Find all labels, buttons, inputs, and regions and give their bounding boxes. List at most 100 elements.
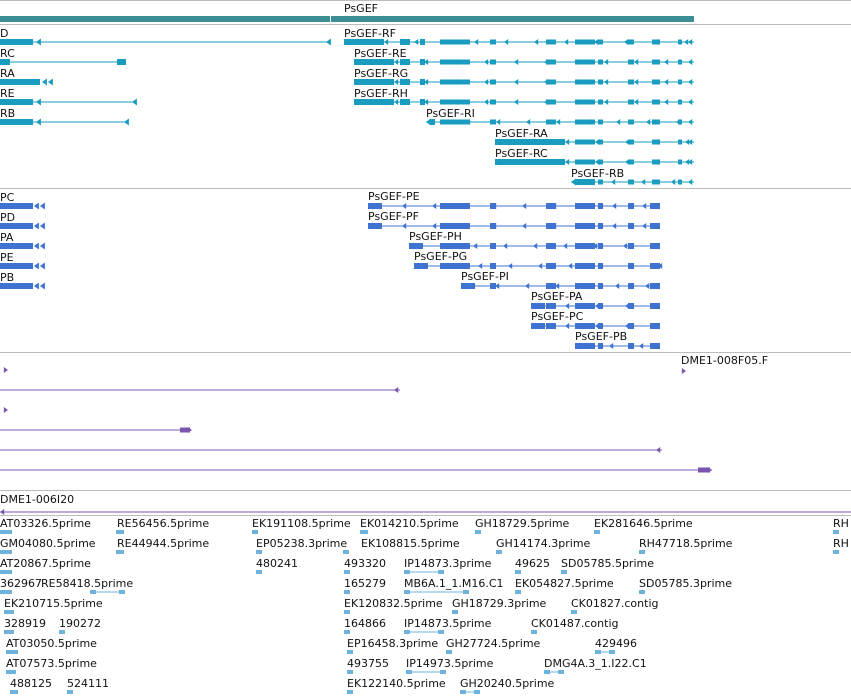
exon-box[interactable] (575, 59, 595, 65)
strand-arrow[interactable] (544, 59, 549, 65)
exon-box[interactable] (575, 303, 595, 309)
est-label[interactable]: SD05785.3prime (639, 577, 732, 590)
exon-box[interactable] (575, 119, 595, 125)
est-label[interactable]: RH (833, 517, 849, 530)
exon-box[interactable] (0, 39, 33, 45)
strand-arrow[interactable] (531, 302, 536, 310)
strand-arrow[interactable] (625, 323, 630, 329)
exon-box[interactable] (546, 59, 556, 65)
strand-arrow[interactable] (625, 159, 630, 165)
exon-box[interactable] (4, 610, 14, 614)
strand-arrow[interactable] (514, 79, 519, 85)
strand-arrow[interactable] (656, 447, 661, 453)
est-label[interactable]: EP05238.3prime (256, 537, 348, 550)
transcript-label[interactable]: PsGEF-RB (571, 167, 625, 180)
exon-box[interactable] (652, 79, 660, 85)
exon-box[interactable] (344, 39, 384, 45)
strand-arrow[interactable] (424, 79, 429, 85)
strand-arrow[interactable] (634, 59, 639, 65)
exon-box[interactable] (465, 59, 470, 65)
strand-arrow[interactable] (641, 179, 646, 185)
est-label[interactable]: 524111 (67, 677, 109, 690)
est-label[interactable]: GH27724.5prime (446, 637, 541, 650)
strand-arrow[interactable] (582, 223, 587, 229)
est-label[interactable]: AT03050.5prime (6, 637, 97, 650)
strand-arrow[interactable] (655, 159, 660, 165)
strand-arrow[interactable] (688, 159, 693, 165)
exon-box[interactable] (0, 223, 33, 229)
strand-arrow[interactable] (664, 59, 669, 65)
exon-box[interactable] (490, 263, 496, 269)
strand-arrow[interactable] (3, 367, 8, 373)
strand-arrow[interactable] (544, 669, 548, 675)
strand-arrow[interactable] (552, 223, 557, 229)
exon-box[interactable] (490, 99, 496, 105)
strand-arrow[interactable] (671, 179, 676, 185)
strand-arrow[interactable] (616, 119, 621, 125)
strand-arrow[interactable] (604, 59, 609, 65)
strand-arrow[interactable] (565, 159, 570, 165)
exon-box[interactable] (652, 179, 660, 185)
exon-box[interactable] (490, 39, 496, 45)
exon-box[interactable] (414, 263, 428, 269)
strand-arrow[interactable] (531, 322, 536, 330)
strand-arrow[interactable] (0, 569, 4, 575)
strand-arrow[interactable] (59, 629, 63, 635)
est-label[interactable]: 429496 (595, 637, 637, 650)
strand-arrow[interactable] (394, 59, 399, 65)
exon-box[interactable] (678, 39, 682, 45)
exon-box[interactable] (628, 223, 634, 229)
transcript-label[interactable]: D (0, 27, 9, 40)
strand-arrow[interactable] (642, 203, 647, 209)
cds-label[interactable]: PB (0, 271, 15, 284)
strand-arrow[interactable] (6, 669, 10, 675)
exon-box[interactable] (0, 99, 33, 105)
strand-arrow[interactable] (574, 59, 579, 65)
strand-arrow[interactable] (354, 78, 359, 86)
strand-arrow[interactable] (326, 38, 331, 46)
exon-box[interactable] (575, 263, 595, 269)
exon-box[interactable] (0, 203, 33, 209)
strand-arrow[interactable] (344, 38, 349, 46)
strand-arrow[interactable] (466, 119, 471, 125)
strand-arrow[interactable] (688, 79, 693, 85)
strand-arrow[interactable] (561, 569, 565, 575)
strand-arrow[interactable] (344, 589, 348, 595)
exon-box[interactable] (440, 223, 470, 229)
exon-box[interactable] (463, 590, 469, 594)
strand-arrow[interactable] (384, 39, 389, 45)
est-label[interactable]: EK054827.5prime (515, 577, 614, 590)
est-label[interactable]: GH20240.5prime (460, 677, 555, 690)
strand-arrow[interactable] (409, 242, 414, 250)
strand-arrow[interactable] (473, 243, 478, 249)
exon-box[interactable] (440, 670, 446, 674)
exon-box[interactable] (0, 550, 12, 554)
strand-arrow[interactable] (34, 242, 39, 250)
strand-arrow[interactable] (116, 529, 120, 535)
est-label[interactable]: 165279 (344, 577, 386, 590)
transcript-label[interactable]: PsGEF-RA (495, 127, 548, 140)
strand-arrow[interactable] (555, 283, 560, 289)
strand-arrow[interactable] (474, 39, 479, 45)
exon-box[interactable] (0, 283, 33, 289)
est-label[interactable]: RH47718.5prime (639, 537, 733, 550)
transcript-label[interactable]: PsGEF-RE (354, 47, 407, 60)
exon-box[interactable] (546, 159, 556, 165)
strand-arrow[interactable] (394, 99, 399, 105)
strand-arrow[interactable] (40, 222, 45, 230)
strand-arrow[interactable] (443, 243, 448, 249)
strand-arrow[interactable] (503, 243, 508, 249)
est-label[interactable]: EK122140.5prime (347, 677, 446, 690)
strand-arrow[interactable] (544, 79, 549, 85)
strand-arrow[interactable] (688, 59, 693, 65)
exon-box[interactable] (575, 243, 595, 249)
exon-box[interactable] (400, 79, 410, 85)
exon-box[interactable] (531, 323, 545, 329)
strand-arrow[interactable] (67, 689, 71, 695)
strand-arrow[interactable] (538, 263, 543, 269)
strand-arrow[interactable] (454, 59, 459, 65)
strand-arrow[interactable] (515, 589, 519, 595)
strand-arrow[interactable] (612, 223, 617, 229)
strand-arrow[interactable] (454, 79, 459, 85)
